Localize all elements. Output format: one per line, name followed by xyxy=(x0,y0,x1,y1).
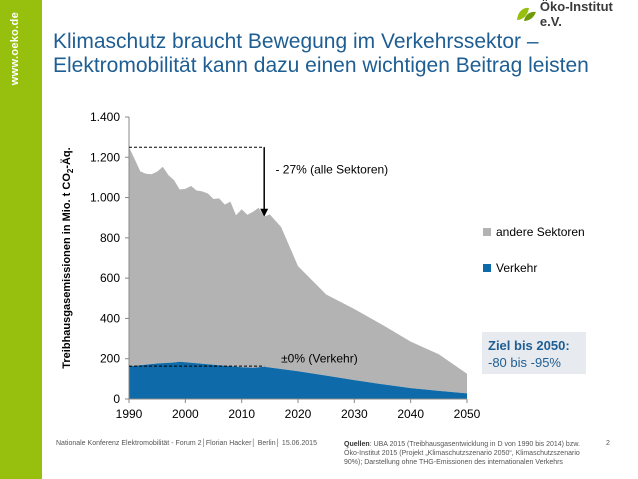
y-tick-label: 0 xyxy=(113,392,120,406)
area-verkehr xyxy=(129,361,467,399)
x-tick-label: 1990 xyxy=(116,407,143,421)
y-tick-label: 800 xyxy=(100,231,120,245)
sidebar: www.oeko.de xyxy=(0,0,42,479)
y-axis-label-sub: 2 xyxy=(66,168,75,173)
legend-swatch xyxy=(483,264,491,272)
x-tick-label: 2040 xyxy=(397,407,424,421)
annotation-transport: ±0% (Verkehr) xyxy=(281,352,358,366)
footer-sources: Quellen: UBA 2015 (Treibhausgasentwicklu… xyxy=(344,440,594,467)
goal-value: -80 bis -95% xyxy=(488,355,561,370)
title-line-1: Klimaschutz braucht Bewegung im Verkehrs… xyxy=(53,30,539,53)
x-tick-label: 2000 xyxy=(172,407,199,421)
y-axis-label: Treibhausgasemissionen in Mio. t CO2-Äq. xyxy=(60,147,75,368)
area-andere-sektoren xyxy=(129,147,467,394)
y-tick-label: 1.200 xyxy=(90,150,120,164)
sources-label: Quellen xyxy=(344,441,370,448)
y-axis-label-end: -Äq. xyxy=(60,147,73,168)
goal-box: Ziel bis 2050: -80 bis -95% xyxy=(482,332,586,374)
y-tick-label: 1.400 xyxy=(90,110,120,124)
y-tick-label: 200 xyxy=(100,352,120,366)
annotation-all-sectors: - 27% (alle Sektoren) xyxy=(275,162,388,176)
legend-label: andere Sektoren xyxy=(496,225,585,239)
y-tick-label: 400 xyxy=(100,311,120,325)
y-axis-label-main: Treibhausgasemissionen in Mio. t CO xyxy=(61,173,73,369)
x-tick-label: 2020 xyxy=(285,407,312,421)
x-tick-label: 2030 xyxy=(341,407,368,421)
legend-label: Verkehr xyxy=(496,261,537,275)
page-number: 2 xyxy=(606,440,610,447)
title-line-2: Elektromobilität kann dazu einen wichtig… xyxy=(53,54,589,77)
x-tick-label: 2010 xyxy=(228,407,255,421)
footer-event: Nationale Konferenz Elektromobilität - F… xyxy=(56,440,317,447)
goal-title: Ziel bis 2050: xyxy=(488,338,570,353)
sources-text: : UBA 2015 (Treibhausgasentwicklung in D… xyxy=(344,441,580,466)
page-title: Klimaschutz braucht Bewegung im Verkehrs… xyxy=(53,30,589,78)
y-tick-label: 600 xyxy=(100,271,120,285)
y-tick-label: 1.000 xyxy=(90,191,120,205)
leaf-icon xyxy=(516,7,536,21)
legend-swatch xyxy=(483,228,491,236)
x-tick-label: 2050 xyxy=(454,407,481,421)
logo-text: Öko-Institut e.V. xyxy=(539,0,613,29)
logo: Öko-Institut e.V. xyxy=(515,0,638,29)
arrow-head-icon xyxy=(260,208,269,217)
